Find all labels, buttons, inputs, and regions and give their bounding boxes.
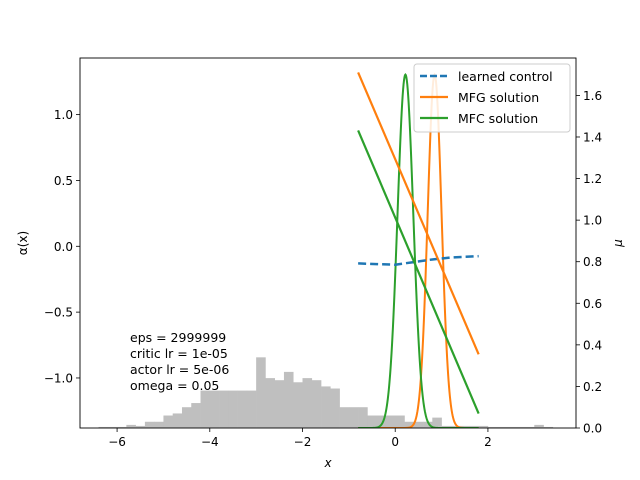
left-y-axis-ticks: 1.0 0.5 0.0 −0.5 −1.0 (44, 108, 80, 385)
left-y-tick-label: −0.5 (44, 306, 73, 320)
right-y-tick-label: 1.4 (583, 130, 602, 144)
histogram-bar (469, 425, 479, 428)
x-tick-label: −6 (108, 435, 126, 449)
left-y-tick-label: 1.0 (54, 108, 73, 122)
annotation-box: eps = 2999999 critic lr = 1e-05 actor lr… (130, 330, 229, 393)
x-tick-label: 2 (484, 435, 492, 449)
right-y-tick-label: 0.2 (583, 380, 602, 394)
mfc-solution-density-curve (358, 72, 479, 428)
histogram-bar (395, 415, 405, 428)
right-y-tick-label: 0.8 (583, 255, 602, 269)
plot-frame (79, 57, 577, 429)
histogram-bar (376, 415, 387, 428)
histogram-bar (219, 390, 229, 428)
histogram-bar (348, 407, 359, 428)
histogram-bar (432, 417, 442, 428)
histogram-bar (172, 413, 183, 428)
histogram-bar (191, 403, 201, 428)
x-tick-label: −2 (294, 435, 312, 449)
histogram-bar (497, 426, 507, 428)
histogram-bar (274, 380, 285, 428)
histogram-bar (256, 357, 266, 428)
annotation-actor-lr: actor lr = 5e-06 (130, 362, 229, 377)
density-layer (358, 72, 479, 428)
right-y-tick-label: 1.2 (583, 172, 602, 186)
histogram-bar (423, 421, 433, 428)
left-y-tick-label: 0.5 (54, 174, 73, 188)
histogram-bar (181, 407, 192, 428)
histogram-bar (107, 426, 118, 428)
histogram-bar (385, 415, 396, 428)
histogram-bar (441, 425, 452, 428)
annotation-critic-lr: critic lr = 1e-05 (130, 346, 228, 361)
right-y-axis-ticks: 0.0 0.2 0.4 0.6 0.8 1.0 1.2 1.4 1.6 (576, 89, 602, 436)
histogram-bar (117, 426, 127, 428)
histogram-bar (367, 415, 377, 428)
histogram-bar (246, 390, 257, 428)
histogram-bar (358, 407, 368, 428)
histogram-bar (209, 390, 220, 428)
histogram-bar (311, 380, 322, 428)
histogram-bar (413, 421, 424, 428)
left-y-tick-label: −1.0 (44, 371, 73, 385)
mfg-solution-line (357, 72, 480, 355)
histogram-bar (228, 390, 238, 428)
histogram-bar (293, 382, 303, 428)
annotation-omega: omega = 0.05 (130, 378, 219, 393)
right-y-tick-label: 1.0 (583, 214, 602, 228)
x-axis-ticks: −6 −4 −2 0 2 (108, 428, 492, 449)
histogram-bar (330, 388, 340, 428)
histogram-bar (339, 407, 350, 428)
histogram-bar (144, 421, 155, 428)
histogram-bar (478, 425, 489, 428)
legend-label-mfc-solution: MFC solution (458, 111, 538, 126)
right-y-tick-label: 0.6 (583, 297, 602, 311)
histogram-bar (200, 390, 211, 428)
histogram-bar (487, 426, 498, 428)
right-y-tick-label: 0.4 (583, 338, 602, 352)
legend: learned control MFG solution MFC solutio… (413, 63, 571, 133)
histogram-bar (283, 371, 294, 428)
histogram-bar (515, 426, 526, 428)
histogram-bar (135, 425, 146, 428)
legend-label-mfg-solution: MFG solution (458, 90, 539, 105)
x-axis-label: x (323, 456, 332, 470)
histogram-bar (460, 425, 470, 428)
right-y-tick-label: 1.6 (583, 89, 602, 103)
histogram-bar (154, 421, 164, 428)
right-y-tick-label: 0.0 (583, 422, 602, 436)
mfc-solution-line (357, 129, 480, 414)
legend-frame (413, 63, 571, 133)
right-y-axis-label: μ (611, 239, 625, 248)
histogram-bar (163, 415, 174, 428)
x-tick-label: 0 (391, 435, 399, 449)
histogram-bar (525, 426, 535, 428)
histogram-bar (98, 426, 109, 428)
annotation-eps: eps = 2999999 (130, 330, 226, 345)
left-y-tick-label: 0.0 (54, 240, 73, 254)
histogram-bar (321, 386, 331, 428)
histogram-bar (534, 424, 544, 428)
control-lines-layer (357, 72, 480, 414)
histogram-layer (98, 357, 554, 428)
legend-label-learned-control: learned control (458, 69, 553, 84)
histogram-bar (543, 426, 554, 428)
histogram-bar (237, 390, 248, 428)
x-tick-label: −4 (201, 435, 219, 449)
histogram-bar (404, 421, 415, 428)
histogram-bar (506, 426, 517, 428)
histogram-bar (126, 424, 136, 428)
histogram-bar (265, 378, 275, 428)
histogram-bar (450, 425, 461, 428)
histogram-bar (302, 378, 313, 428)
left-y-axis-label: α(x) (16, 231, 30, 255)
